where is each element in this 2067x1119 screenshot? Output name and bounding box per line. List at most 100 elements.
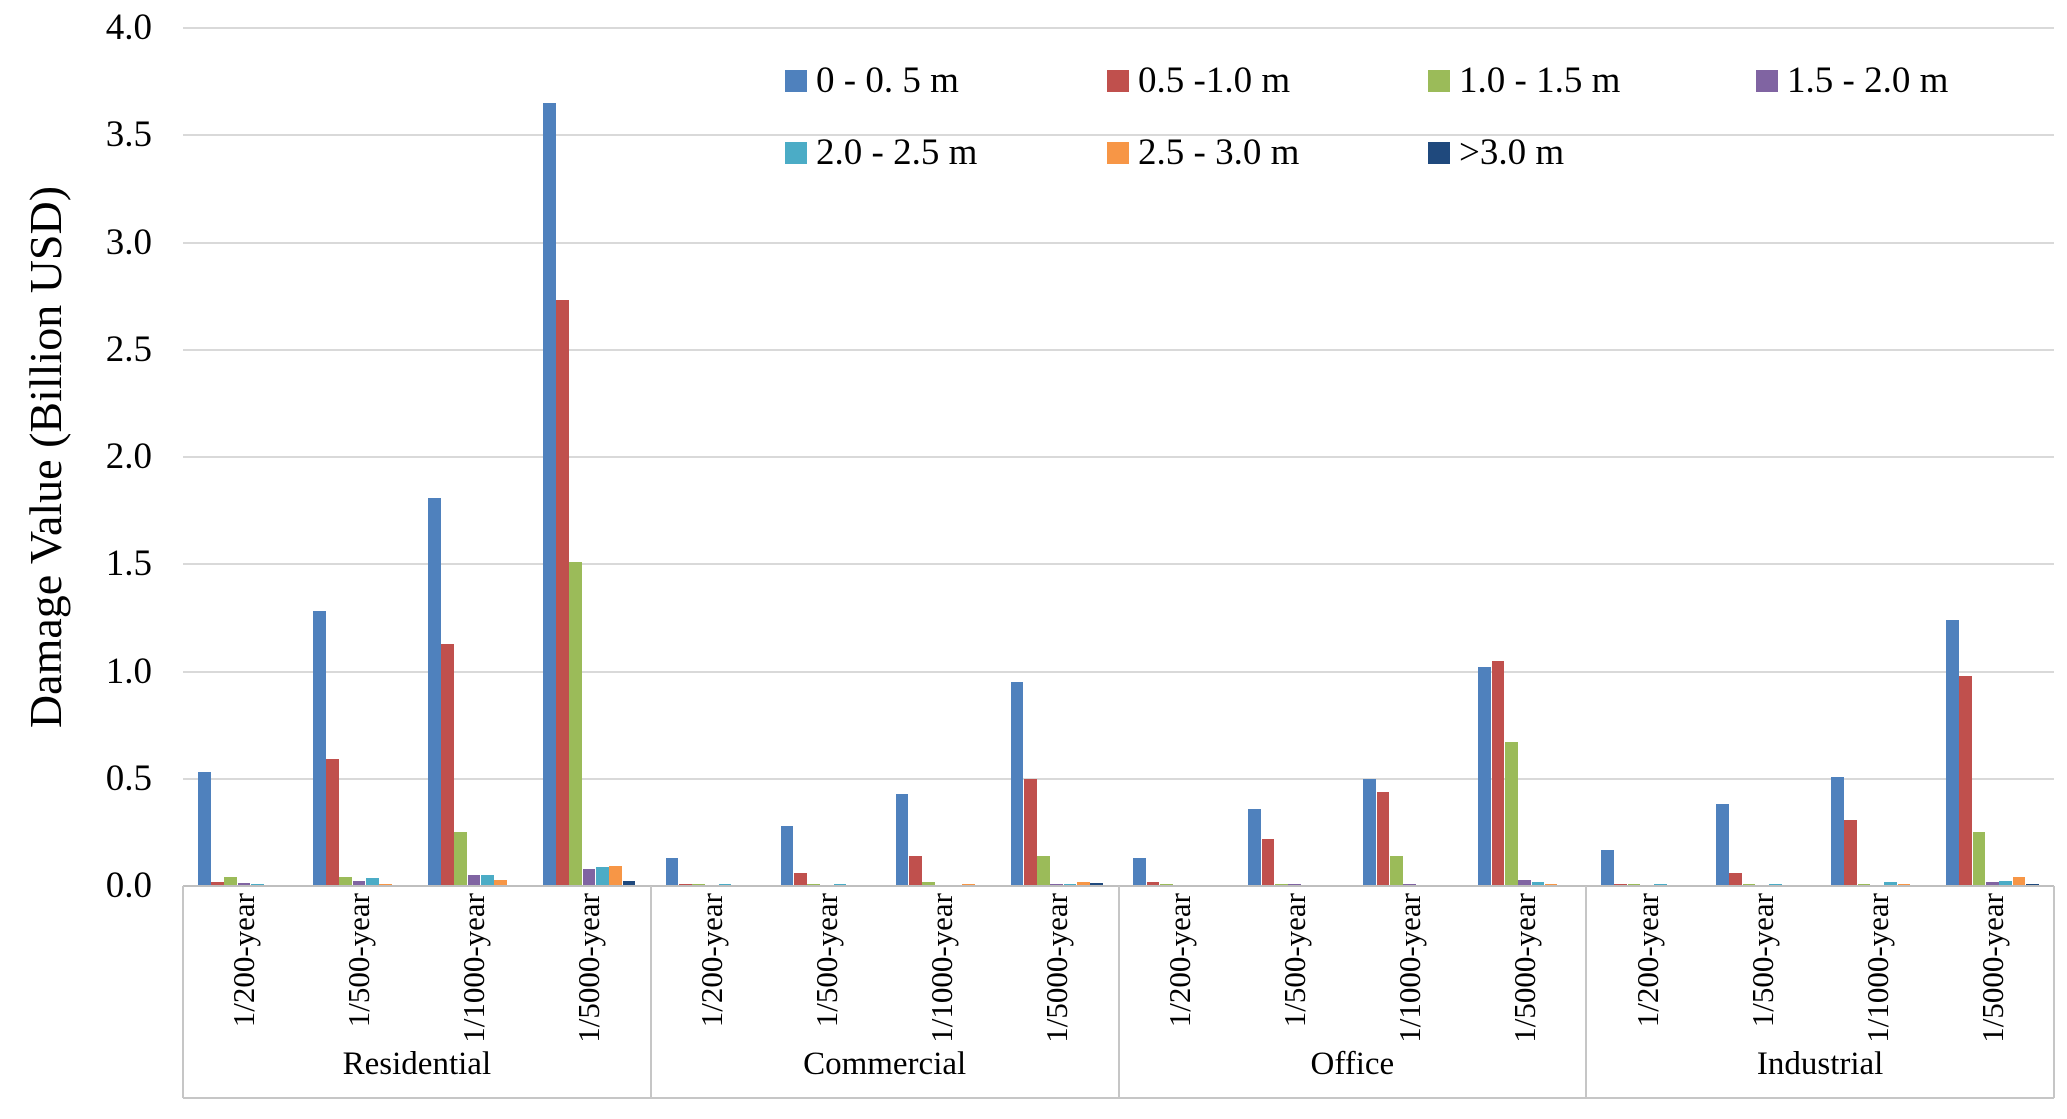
bar-commercial-1-1000-year-1-0-1-5-m <box>922 882 935 886</box>
bar-industrial-1-1000-year-0-5-1-0-m <box>1844 820 1858 886</box>
bar-commercial-1-500-year-0-0-5-m <box>780 826 794 886</box>
bar-residential-1-5000-year-3-0-m <box>622 881 636 886</box>
bar-residential-1-200-year-0-0-5-m <box>197 772 211 886</box>
y-tick-label: 0.0 <box>105 865 152 906</box>
legend-item-1-0-1-5-m: 1.0 - 1.5 m <box>1428 61 1620 101</box>
bar-industrial-1-1000-year-0-0-5-m <box>1831 777 1844 886</box>
bar-office-1-5000-year-1-5-2-0-m <box>1518 880 1531 886</box>
legend-swatch-3-0-m <box>1428 142 1450 164</box>
gridline <box>183 241 2054 244</box>
bar-residential-1-1000-year-0-0-5-m <box>427 498 441 886</box>
legend-swatch-0-0-5-m <box>785 70 807 92</box>
bar-commercial-1-200-year-0-0-5-m <box>665 858 679 886</box>
legend-swatch-2-0-2-5-m <box>785 142 807 164</box>
category-label-commercial: Commercial <box>803 1046 967 1082</box>
bar-residential-1-200-year-1-0-1-5-m <box>224 877 238 886</box>
bar-office-1-5000-year-1-0-1-5-m <box>1504 742 1518 886</box>
bar-office-1-500-year-0-0-5-m <box>1248 809 1262 886</box>
bar-commercial-1-1000-year-0-5-1-0-m <box>908 856 922 886</box>
bar-industrial-1-5000-year-2-0-2-5-m <box>1999 881 2012 886</box>
y-tick-label: 1.0 <box>105 650 152 692</box>
category-separator <box>2053 886 2055 1098</box>
bar-commercial-1-5000-year-0-5-1-0-m <box>1023 779 1037 886</box>
bar-residential-1-1000-year-2-5-3-0-m <box>494 880 507 886</box>
gridline <box>183 670 2054 673</box>
bar-industrial-1-5000-year-2-5-3-0-m <box>2012 877 2026 886</box>
bar-office-1-500-year-0-5-1-0-m <box>1261 839 1275 886</box>
legend-item-0-0-5-m: 0 - 0. 5 m <box>785 61 959 101</box>
legend-swatch-0-5-1-0-m <box>1107 70 1129 92</box>
gridline <box>183 27 2054 29</box>
bar-office-1-1000-year-0-5-1-0-m <box>1376 792 1390 886</box>
gridline <box>183 777 2054 780</box>
bar-commercial-1-5000-year-2-5-3-0-m <box>1077 882 1090 886</box>
bar-industrial-1-500-year-0-5-1-0-m <box>1729 873 1743 886</box>
bar-residential-1-1000-year-1-5-2-0-m <box>467 875 481 886</box>
bar-residential-1-200-year-0-5-1-0-m <box>211 882 224 886</box>
bar-commercial-1-5000-year-1-0-1-5-m <box>1037 856 1050 886</box>
bar-residential-1-5000-year-2-0-2-5-m <box>596 867 609 886</box>
y-tick-label: 3.5 <box>105 114 152 156</box>
bar-residential-1-1000-year-2-0-2-5-m <box>481 875 494 886</box>
bar-residential-1-5000-year-1-5-2-0-m <box>582 869 596 886</box>
y-tick-label: 0.5 <box>105 757 152 799</box>
gridline <box>183 563 2054 566</box>
legend-swatch-1-0-1-5-m <box>1428 70 1450 92</box>
bar-industrial-1-500-year-0-0-5-m <box>1716 804 1729 886</box>
y-tick-label: 1.5 <box>105 543 152 585</box>
y-tick-label: 2.5 <box>105 328 152 370</box>
category-label-industrial: Industrial <box>1756 1046 1884 1082</box>
y-tick-label: 4.0 <box>105 7 152 48</box>
bar-office-1-5000-year-2-0-2-5-m <box>1531 882 1545 886</box>
legend-swatch-1-5-2-0-m <box>1756 70 1778 92</box>
bar-industrial-1-5000-year-1-5-2-0-m <box>1985 882 1999 886</box>
category-label-office: Office <box>1310 1046 1395 1082</box>
bar-residential-1-5000-year-0-0-5-m <box>542 103 556 886</box>
bar-residential-1-500-year-1-0-1-5-m <box>339 877 353 886</box>
legend-label: 2.0 - 2.5 m <box>816 132 978 173</box>
legend-swatch-2-5-3-0-m <box>1107 142 1129 164</box>
gridline <box>183 348 2054 351</box>
legend-label: 1.0 - 1.5 m <box>1459 60 1621 101</box>
legend-item-3-0-m: >3.0 m <box>1428 133 1564 173</box>
legend-label: >3.0 m <box>1459 132 1565 173</box>
bar-residential-1-5000-year-0-5-1-0-m <box>556 300 569 886</box>
gridline <box>183 134 2054 137</box>
bar-office-1-5000-year-0-0-5-m <box>1478 667 1492 886</box>
legend-item-0-5-1-0-m: 0.5 -1.0 m <box>1107 61 1290 101</box>
category-separator <box>1585 886 1588 1098</box>
bar-office-1-5000-year-0-5-1-0-m <box>1491 661 1505 886</box>
bar-commercial-1-5000-year-3-0-m <box>1090 883 1103 886</box>
bar-industrial-1-5000-year-0-0-5-m <box>1946 620 1959 886</box>
category-separator <box>649 886 652 1098</box>
bar-industrial-1-5000-year-0-5-1-0-m <box>1959 676 1973 886</box>
legend-label: 2.5 - 3.0 m <box>1138 132 1300 173</box>
y-tick-label: 3.0 <box>105 221 152 263</box>
bar-office-1-200-year-0-5-1-0-m <box>1146 882 1160 886</box>
legend-label: 1.5 - 2.0 m <box>1787 60 1949 101</box>
bar-industrial-1-1000-year-2-0-2-5-m <box>1884 882 1897 886</box>
legend-item-2-0-2-5-m: 2.0 - 2.5 m <box>785 133 977 173</box>
bar-residential-1-500-year-0-0-5-m <box>312 611 326 886</box>
legend-item-1-5-2-0-m: 1.5 - 2.0 m <box>1756 61 1948 101</box>
category-separator <box>1117 886 1120 1098</box>
bar-commercial-1-1000-year-0-0-5-m <box>895 794 909 886</box>
bar-office-1-1000-year-1-0-1-5-m <box>1389 856 1403 886</box>
bar-residential-1-1000-year-1-0-1-5-m <box>454 832 468 886</box>
bar-residential-1-5000-year-1-0-1-5-m <box>569 562 583 886</box>
legend-label: 0.5 -1.0 m <box>1138 60 1291 101</box>
legend-label: 0 - 0. 5 m <box>816 60 959 101</box>
bar-commercial-1-500-year-0-5-1-0-m <box>793 873 807 886</box>
bar-residential-1-1000-year-0-5-1-0-m <box>441 644 454 886</box>
bar-office-1-1000-year-0-0-5-m <box>1363 779 1377 886</box>
category-separator <box>182 886 184 1098</box>
bar-residential-1-500-year-2-0-2-5-m <box>366 878 379 886</box>
bar-industrial-1-5000-year-1-0-1-5-m <box>1972 832 1986 886</box>
category-label-residential: Residential <box>342 1046 492 1082</box>
legend-item-2-5-3-0-m: 2.5 - 3.0 m <box>1107 133 1299 173</box>
bar-residential-1-5000-year-2-5-3-0-m <box>609 866 622 886</box>
bar-office-1-200-year-0-0-5-m <box>1133 858 1147 886</box>
bar-commercial-1-5000-year-0-0-5-m <box>1010 682 1024 886</box>
